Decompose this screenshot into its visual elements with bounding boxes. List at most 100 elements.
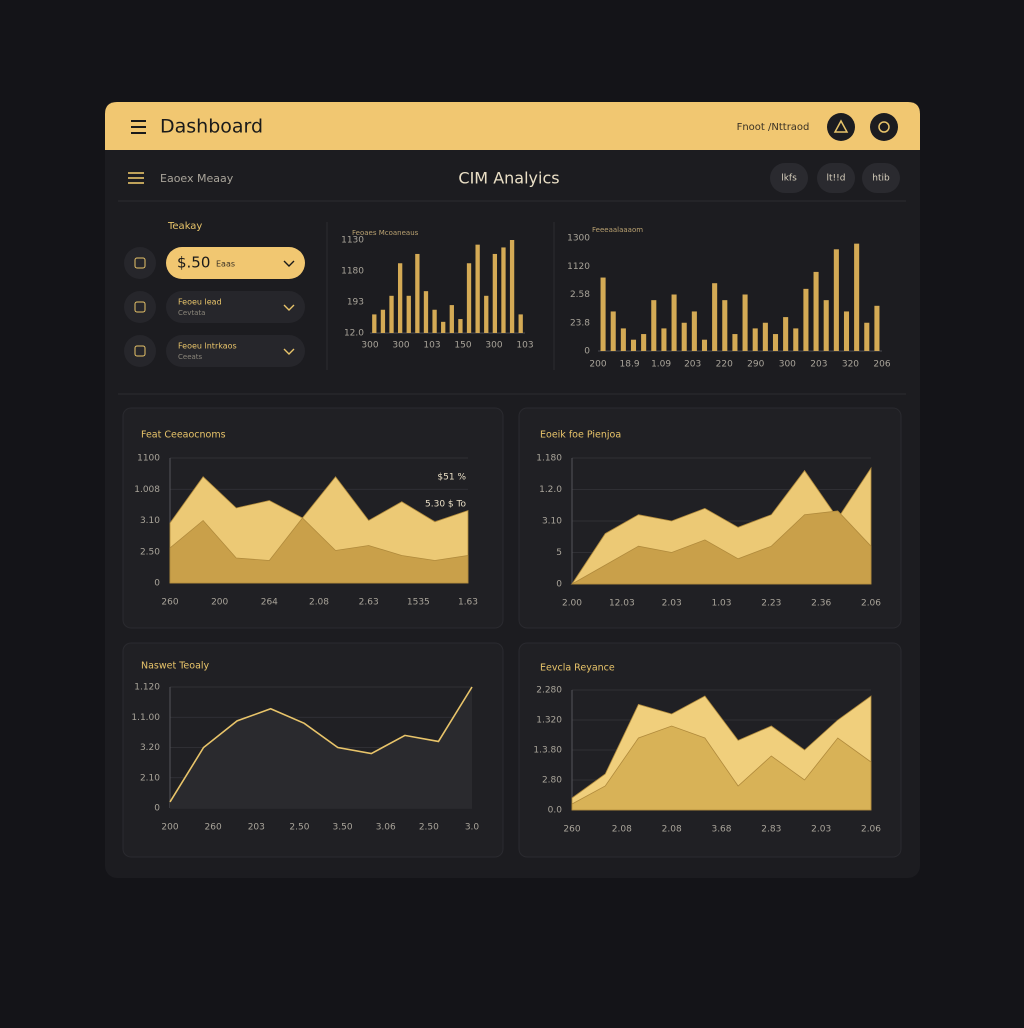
bar: [691, 311, 697, 351]
bar: [600, 277, 606, 351]
bar: [466, 263, 472, 333]
x-tick-label: 200: [161, 823, 178, 833]
x-tick-label: 300: [779, 360, 796, 370]
item-title: Feoeu lead: [178, 298, 222, 307]
item-icon: [124, 247, 156, 279]
y-tick-label: 1300: [567, 234, 590, 244]
item-note: Ceeats: [178, 353, 203, 361]
y-tick-label: 2.50: [140, 547, 160, 557]
y-tick-label: 5: [556, 548, 562, 558]
chevron: [283, 304, 295, 311]
toolbar-button[interactable]: [770, 163, 808, 193]
bar: [441, 321, 446, 333]
y-tick-label: 0: [154, 579, 160, 589]
bar: [415, 253, 420, 333]
item-note: Cevtata: [178, 309, 205, 317]
y-tick-label: 1.320: [536, 716, 562, 726]
x-tick-label: 3.50: [333, 823, 353, 833]
chart-title: Feeeaalaaaom: [592, 226, 643, 234]
y-tick-label: 0: [556, 580, 562, 590]
bar: [423, 291, 429, 333]
toolbar-button[interactable]: [862, 163, 900, 193]
bar: [432, 309, 437, 333]
x-tick-label: 1535: [407, 598, 430, 608]
y-tick-label: 0.0: [548, 806, 563, 816]
y-tick-label: 2.80: [542, 776, 562, 786]
y-tick-label: 1.180: [536, 454, 562, 464]
x-tick-label: 200: [589, 360, 606, 370]
area: [169, 517, 469, 584]
x-tick-label: 2.00: [562, 599, 582, 609]
x-tick-label: 300: [392, 341, 409, 351]
y-tick-label: 1.2.0: [539, 485, 562, 495]
x-tick-label: 150: [454, 341, 471, 351]
x-tick-label: 2.08: [309, 598, 329, 608]
bar: [701, 339, 708, 351]
x-tick-label: 2.36: [811, 599, 831, 609]
item-pill[interactable]: [166, 335, 305, 367]
y-tick-label: 1120: [567, 262, 590, 272]
header-link[interactable]: Fnoot /Nttraod: [737, 122, 810, 133]
annotation: $51 %: [437, 473, 466, 483]
x-tick-label: 320: [842, 360, 859, 370]
x-tick-label: 300: [485, 341, 502, 351]
toolbar-menu[interactable]: Eaoex Meaay: [160, 172, 234, 185]
x-tick-label: 1.03: [711, 599, 731, 609]
item-icon-glyph: [134, 257, 146, 269]
toolbar-button-label: lkfs: [781, 174, 797, 184]
bar: [389, 295, 394, 333]
y-tick-label: 12.0: [344, 329, 364, 339]
x-tick-label: 3.06: [376, 823, 396, 833]
icon-button[interactable]: [870, 113, 898, 141]
x-tick-label: 260: [161, 598, 178, 608]
y-tick-label: 23.8: [570, 318, 590, 328]
header-bar: [105, 102, 920, 150]
menu-icon[interactable]: [131, 120, 146, 134]
bar: [518, 314, 523, 333]
toolbar-menu-icon[interactable]: [128, 172, 144, 184]
bar: [380, 309, 386, 333]
item-pill[interactable]: [166, 247, 305, 279]
x-tick-label: 203: [684, 360, 701, 370]
toolbar-button-label: lt!!d: [827, 174, 846, 184]
chevron: [283, 260, 295, 267]
bar: [449, 305, 454, 333]
x-tick-label: 2.50: [419, 823, 439, 833]
x-tick-label: 260: [205, 823, 222, 833]
icon: [878, 121, 890, 133]
bar: [671, 294, 677, 351]
chart-title: Feat Ceeaocnoms: [141, 430, 226, 441]
chart-title: Naswet Teoaly: [141, 661, 210, 672]
item-pill[interactable]: [166, 291, 305, 323]
y-tick-label: 1.3.80: [533, 746, 562, 756]
bar: [783, 317, 789, 351]
bar: [712, 283, 718, 351]
y-tick-label: 1180: [341, 267, 364, 277]
icon: [833, 119, 849, 133]
bar: [722, 300, 728, 351]
toolbar-button[interactable]: [817, 163, 855, 193]
y-tick-label: 1.008: [134, 485, 160, 495]
x-tick-label: 2.23: [761, 599, 781, 609]
x-tick-label: 3.68: [711, 825, 731, 835]
chart-title: Eevcla Reyance: [540, 663, 615, 674]
bar: [610, 311, 616, 351]
bar: [854, 243, 860, 351]
icon-button[interactable]: [827, 113, 855, 141]
bar: [793, 328, 799, 351]
area: [570, 510, 872, 585]
x-tick-label: 260: [563, 825, 580, 835]
toolbar-title: CIM Analyics: [458, 169, 559, 188]
bar: [742, 294, 748, 351]
bar: [843, 311, 850, 351]
bar: [620, 328, 626, 351]
bar: [484, 295, 489, 333]
x-tick-label: 203: [810, 360, 827, 370]
x-tick-label: 18.9: [620, 360, 640, 370]
y-tick-label: 2.10: [140, 773, 160, 783]
line-fill: [170, 687, 472, 808]
area: [571, 725, 872, 811]
bar: [681, 322, 687, 351]
item-icon: [124, 335, 156, 367]
bar: [762, 322, 768, 351]
